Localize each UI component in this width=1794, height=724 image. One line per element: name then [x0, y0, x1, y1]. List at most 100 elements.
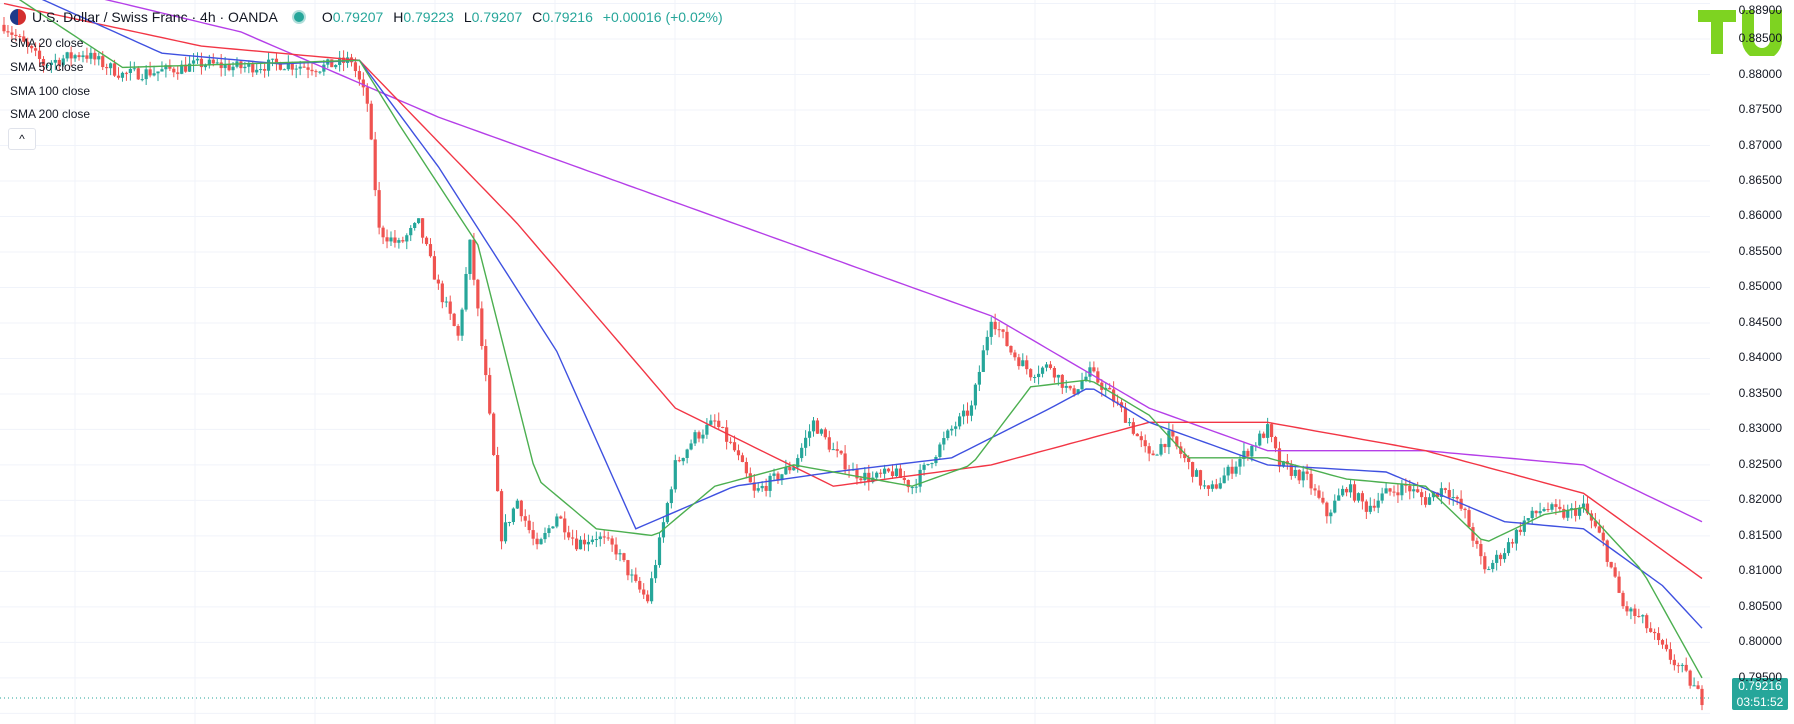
candle-body [436, 279, 440, 284]
candle-body [211, 59, 215, 64]
y-tick-label: 0.85500 [1738, 243, 1782, 258]
candle-body [1400, 484, 1404, 496]
candle-body [417, 218, 421, 224]
candle-body [424, 237, 429, 245]
candle-body [527, 520, 531, 531]
candle-body [1483, 556, 1487, 570]
candle-body [894, 468, 899, 477]
candle-body [958, 416, 962, 427]
candle-body [41, 58, 46, 66]
candle-body [1487, 569, 1491, 571]
candle-body [717, 420, 721, 427]
candle-body [69, 52, 73, 59]
candle-body [1605, 540, 1609, 562]
candle-body [871, 477, 875, 483]
candle-body [1692, 685, 1696, 687]
candle-body [1305, 471, 1309, 474]
candle-body [586, 541, 591, 545]
candle-body [531, 530, 535, 539]
candle-body [14, 34, 18, 37]
candle-body [507, 522, 512, 524]
candle-body [1502, 553, 1507, 560]
candle-body [511, 508, 515, 523]
candle-body [6, 31, 10, 33]
candle-body [26, 41, 30, 46]
candle-body [1451, 497, 1455, 499]
candle-body [1036, 373, 1041, 378]
candle-body [843, 453, 847, 470]
sma-50-line [41, 0, 1703, 629]
candle-body [1262, 433, 1266, 438]
candle-body [863, 472, 867, 481]
candle-body [1238, 459, 1242, 467]
ohlc-values: O0.79207 H0.79223 L0.79207 C0.79216 +0.0… [316, 9, 723, 25]
candle-body [1356, 493, 1361, 501]
tu-logo [1698, 10, 1782, 56]
candle-body [1048, 364, 1053, 368]
candle-body [120, 72, 125, 78]
y-tick-label: 0.80000 [1738, 634, 1782, 649]
candle-body [1380, 493, 1384, 501]
candle-body [634, 574, 638, 581]
candle-body [835, 449, 839, 451]
candle-body [1096, 371, 1100, 383]
candle-body [116, 75, 121, 78]
symbol-legend[interactable]: U.S. Dollar / Swiss Franc · 4h · OANDA O… [10, 9, 723, 25]
candle-body [290, 63, 294, 70]
candle-body [286, 63, 290, 70]
candle-body [1467, 510, 1471, 528]
candle-body [752, 482, 756, 491]
candle-body [468, 239, 472, 274]
candle-body [890, 471, 895, 477]
candle-body [1420, 492, 1424, 498]
candle-body [247, 63, 251, 67]
candle-body [1080, 381, 1084, 390]
candle-body [219, 62, 223, 69]
candle-body [1084, 376, 1088, 382]
candle-body [1443, 488, 1447, 490]
sma-20-line [18, 0, 1703, 679]
candle-body [1546, 509, 1550, 511]
collapse-indicators-button[interactable]: ^ [8, 128, 36, 150]
candle-body [1491, 562, 1495, 570]
y-tick-label: 0.85000 [1738, 279, 1782, 294]
candle-body [480, 308, 484, 347]
candle-body [709, 420, 713, 425]
candle-body [1562, 508, 1566, 518]
candle-body [357, 71, 361, 80]
y-tick-label: 0.83500 [1738, 385, 1782, 400]
candle-body [1597, 526, 1601, 533]
candle-body [1329, 512, 1333, 517]
candle-body [432, 256, 437, 280]
sma-20-label[interactable]: SMA 20 close [10, 36, 84, 50]
candle-body [318, 71, 322, 73]
candle-body [164, 65, 168, 70]
bar-countdown: 03:51:52 [1736, 695, 1784, 709]
candle-body [859, 478, 863, 481]
y-tick-label: 0.80500 [1738, 598, 1782, 613]
candle-body [298, 66, 302, 69]
candle-body [65, 52, 69, 59]
candle-body [448, 301, 452, 314]
close-label: C [532, 9, 543, 25]
candle-body [784, 467, 788, 475]
candle-body [112, 63, 117, 76]
candle-body [456, 325, 460, 336]
candle-body [136, 68, 140, 80]
candle-body [61, 58, 65, 66]
candle-body [1577, 507, 1582, 516]
candle-body [1076, 389, 1080, 394]
candle-body [420, 218, 425, 238]
candle-body [985, 336, 989, 351]
candle-body [650, 578, 654, 602]
candle-body [199, 58, 204, 68]
candle-body [1289, 464, 1293, 476]
candle-body [148, 69, 152, 76]
sma-50-label[interactable]: SMA 50 close [10, 60, 84, 74]
candle-body [1645, 615, 1649, 629]
open-label: O [321, 9, 333, 25]
candle-body [1151, 453, 1155, 456]
sma-100-label[interactable]: SMA 100 close [10, 84, 91, 98]
sma-200-label[interactable]: SMA 200 close [10, 107, 91, 121]
